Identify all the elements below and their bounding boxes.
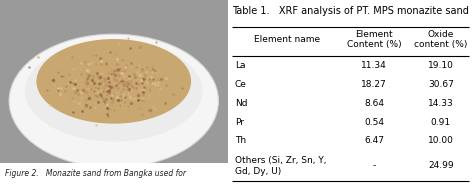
Text: Table 1.   XRF analysis of PT. MPS monazite sand: Table 1. XRF analysis of PT. MPS monazit… bbox=[232, 6, 469, 16]
Ellipse shape bbox=[25, 41, 202, 142]
Text: 30.67: 30.67 bbox=[428, 80, 454, 89]
Text: Pr: Pr bbox=[235, 118, 244, 127]
Text: 0.91: 0.91 bbox=[431, 118, 451, 127]
Text: Oxide
content (%): Oxide content (%) bbox=[414, 30, 467, 49]
Text: 11.34: 11.34 bbox=[361, 61, 387, 70]
Text: 6.47: 6.47 bbox=[364, 136, 384, 145]
Text: 14.33: 14.33 bbox=[428, 99, 454, 108]
Text: Nd: Nd bbox=[235, 99, 247, 108]
Text: 8.64: 8.64 bbox=[364, 99, 384, 108]
Text: 0.54: 0.54 bbox=[364, 118, 384, 127]
Text: 10.00: 10.00 bbox=[428, 136, 454, 145]
Text: 18.27: 18.27 bbox=[361, 80, 387, 89]
Text: 24.99: 24.99 bbox=[428, 161, 454, 170]
Ellipse shape bbox=[36, 39, 191, 124]
Text: 19.10: 19.10 bbox=[428, 61, 454, 70]
Text: -: - bbox=[373, 161, 376, 170]
Text: Th: Th bbox=[235, 136, 246, 145]
Text: Figure 2.   Monazite sand from Bangka used for: Figure 2. Monazite sand from Bangka used… bbox=[5, 169, 185, 178]
Text: La: La bbox=[235, 61, 246, 70]
Text: Others (Si, Zr, Sn, Y,
Gd, Dy, U): Others (Si, Zr, Sn, Y, Gd, Dy, U) bbox=[235, 156, 327, 176]
Text: Ce: Ce bbox=[235, 80, 247, 89]
FancyBboxPatch shape bbox=[0, 0, 228, 163]
Text: Element name: Element name bbox=[254, 35, 320, 44]
Ellipse shape bbox=[9, 34, 219, 168]
Text: Element
Content (%): Element Content (%) bbox=[347, 30, 401, 49]
